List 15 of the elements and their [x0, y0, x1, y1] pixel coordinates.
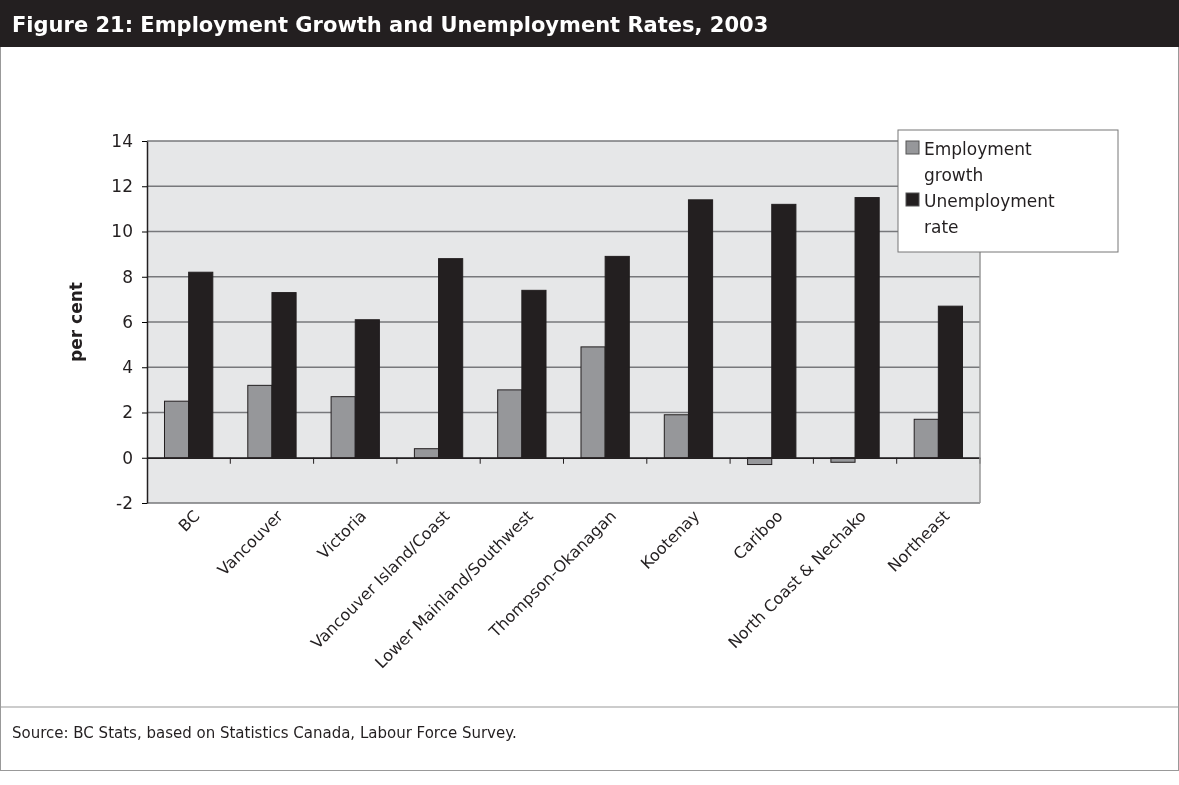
y-tick-label: 14 [111, 130, 133, 151]
y-tick-label: 10 [111, 221, 133, 242]
legend-label: Employment growth [924, 139, 1033, 185]
chart-title: Figure 21: Employment Growth and Unemployment Rates, 2003 [12, 13, 769, 37]
y-tick-label: 6 [122, 311, 133, 332]
y-tick-label: 4 [122, 357, 133, 378]
x-tick-label: BC [174, 506, 204, 536]
source-note: Source: BC Stats, based on Statistics Canada, Labour Force Survey. [12, 724, 517, 742]
y-tick-label: 0 [122, 447, 133, 468]
y-tick-label: 2 [122, 402, 133, 423]
legend-label: Unemployment rate [924, 191, 1056, 237]
y-axis-title: per cent [66, 282, 86, 362]
y-tick-label: -2 [116, 492, 133, 513]
y-tick-label: 8 [122, 266, 133, 287]
y-tick-label: 12 [111, 176, 133, 197]
